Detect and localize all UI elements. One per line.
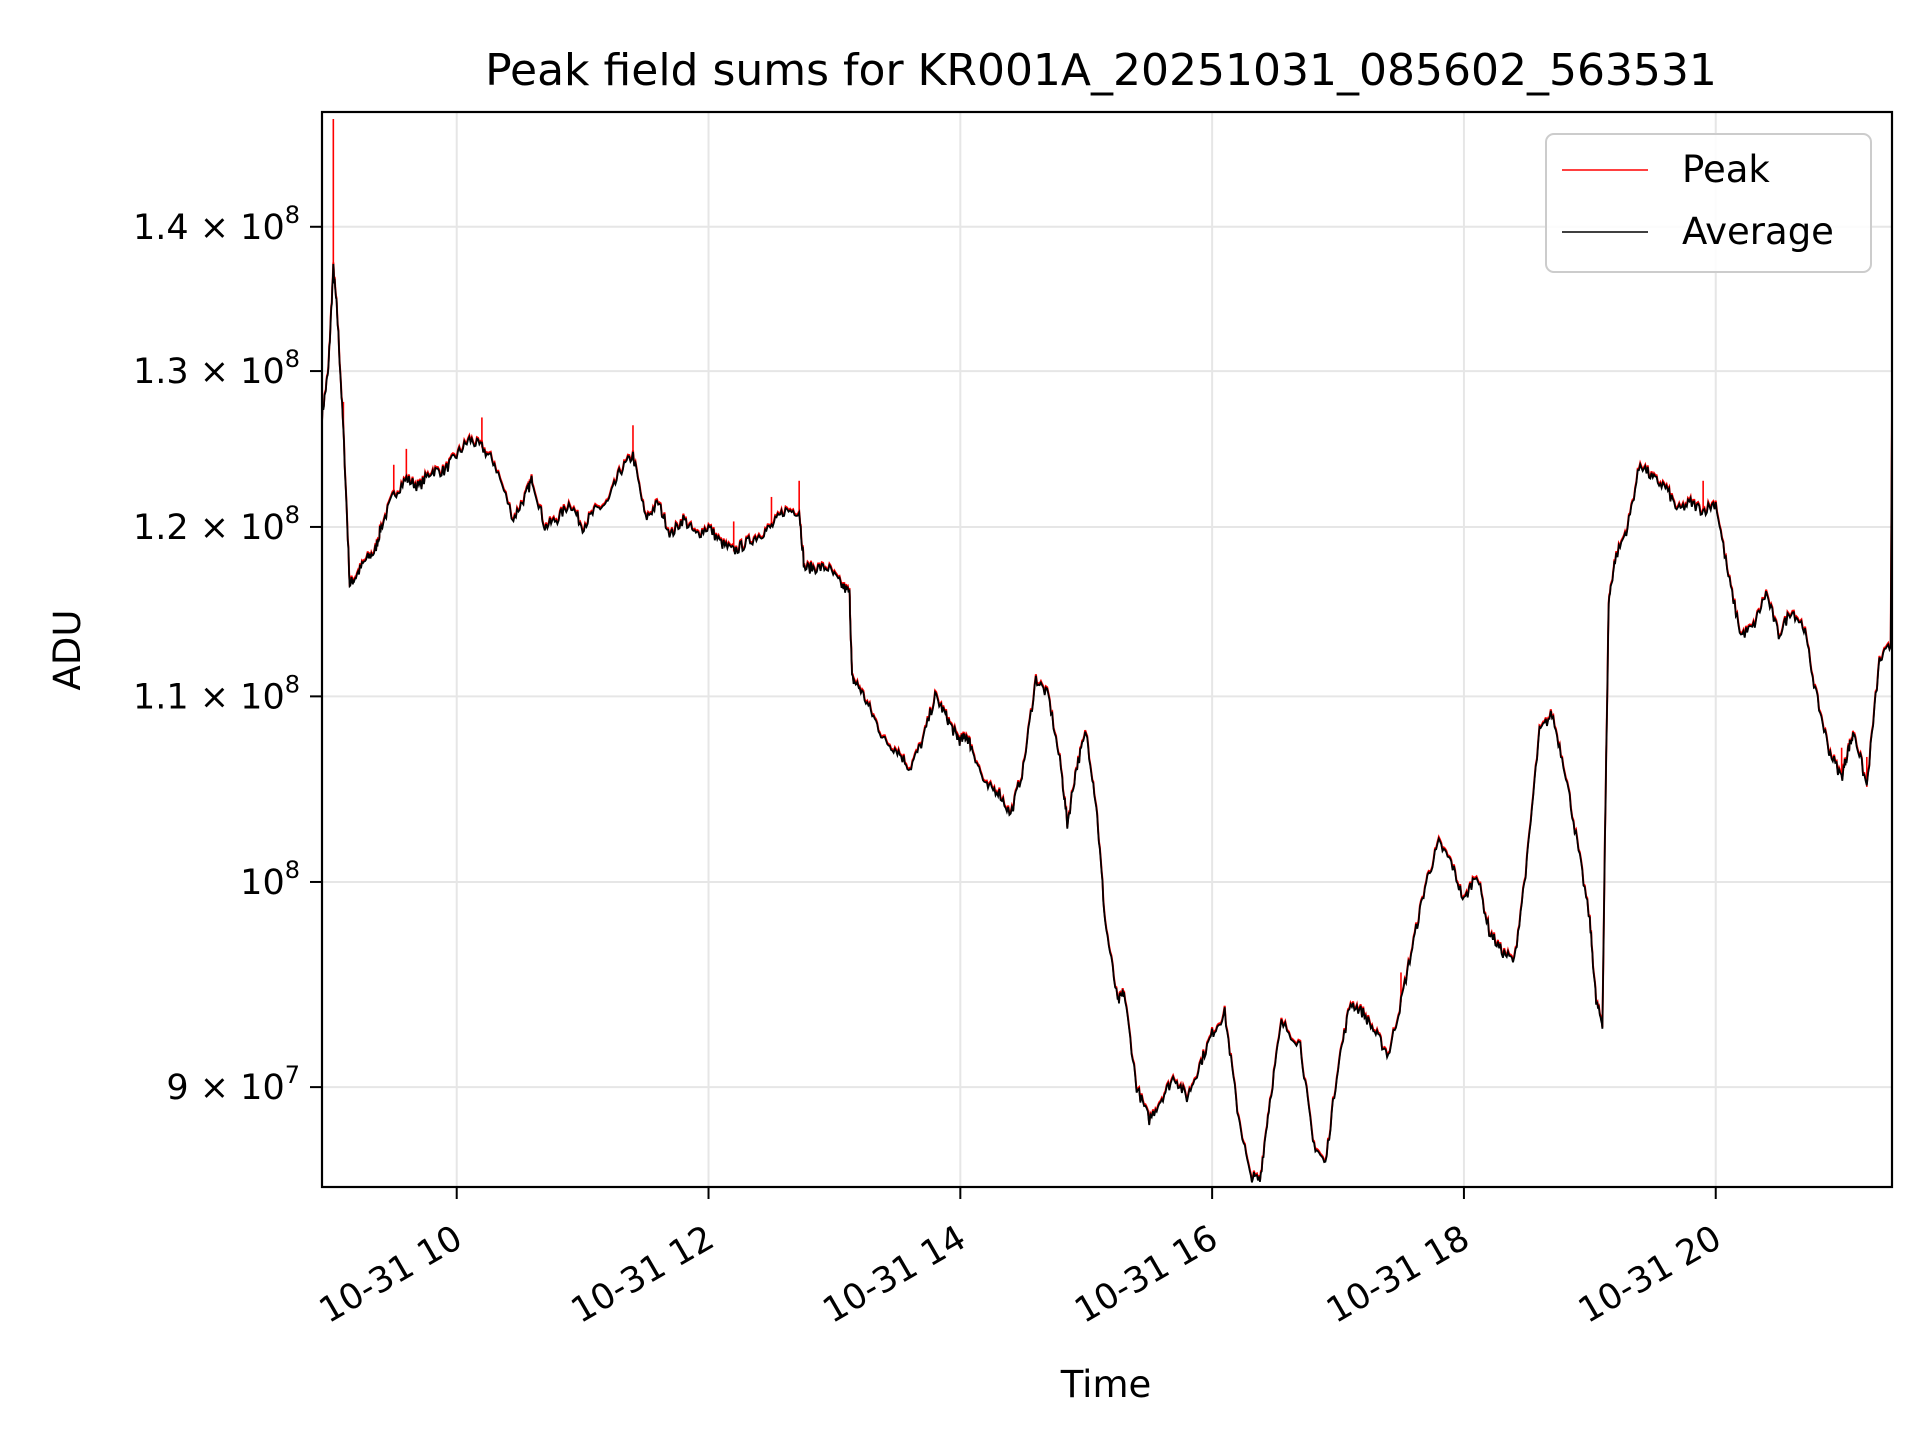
x-tick-label: 10-31 20 xyxy=(1572,1218,1728,1331)
plot-area xyxy=(322,112,1892,1187)
x-tick-label: 10-31 12 xyxy=(565,1218,721,1331)
y-axis-ticks: 9 × 107 108 1.1 × 108 1.2 × 108 1.3 × 108 1.4… xyxy=(133,201,322,1108)
y-tick-label: 1.3 × 108 xyxy=(133,345,300,392)
x-tick-label: 10-31 14 xyxy=(817,1218,973,1331)
series-line-average xyxy=(322,263,1892,1183)
y-tick-label: 9 × 107 xyxy=(166,1061,300,1108)
series-peak-spikes xyxy=(332,118,1892,1003)
x-tick-label: 10-31 16 xyxy=(1068,1218,1224,1331)
y-tick-label: 108 xyxy=(240,856,300,903)
legend: Peak Average xyxy=(1545,133,1872,273)
x-tick-label: 10-31 18 xyxy=(1320,1218,1476,1331)
legend-label-average: Average xyxy=(1682,210,1834,253)
legend-label-peak: Peak xyxy=(1682,148,1770,191)
x-gridlines xyxy=(455,112,1717,1187)
x-axis-label: Time xyxy=(1060,1363,1152,1406)
y-axis-label: ADU xyxy=(46,610,89,691)
x-tick-label: 10-31 10 xyxy=(313,1218,469,1331)
chart-title: Peak field sums for KR001A_20251031_0856… xyxy=(485,45,1717,96)
y-tick-label: 1.2 × 108 xyxy=(133,501,300,548)
x-axis-ticks: 10-31 10 10-31 12 10-31 14 10-31 16 10-31 18… xyxy=(313,1187,1728,1331)
legend-box xyxy=(1545,133,1872,273)
y-tick-label: 1.1 × 108 xyxy=(133,670,300,717)
y-tick-label: 1.4 × 108 xyxy=(133,201,300,248)
plot-frame xyxy=(320,110,1894,1189)
